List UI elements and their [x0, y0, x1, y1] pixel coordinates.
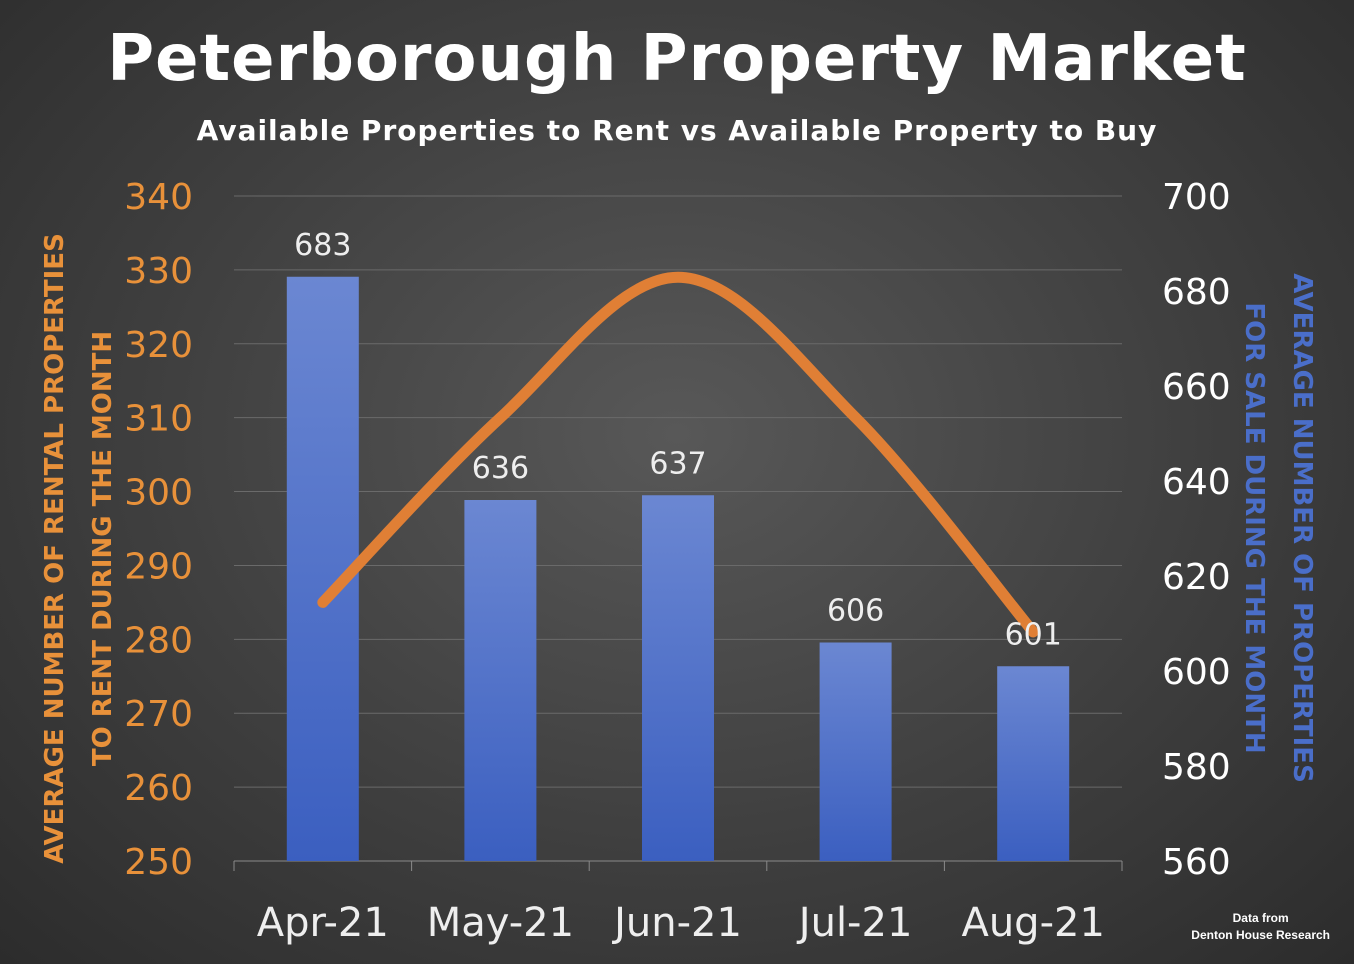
chart-subtitle: Available Properties to Rent vs Availabl… [196, 114, 1158, 147]
x-axis-ticks: Apr-21 May-21 Jun-21 Jul-21 Aug-21 [257, 900, 1105, 946]
bar-aug-21 [997, 666, 1070, 861]
right-tick-label: 580 [1162, 747, 1231, 788]
left-tick-label: 250 [124, 842, 193, 883]
right-tick-label: 700 [1162, 177, 1231, 218]
right-tick-label: 640 [1162, 462, 1231, 503]
left-tick-label: 270 [124, 694, 193, 735]
x-tick-label: May-21 [427, 900, 574, 946]
bar-jul-21 [819, 642, 892, 861]
left-axis-title-line2: TO RENT DURING THE MONTH [88, 331, 118, 766]
x-tick-label: Jun-21 [611, 900, 742, 946]
left-axis-ticks: 250 260 270 280 290 300 310 320 330 340 [124, 177, 193, 883]
left-tick-label: 340 [124, 177, 193, 218]
right-tick-label: 620 [1162, 557, 1231, 598]
left-tick-label: 290 [124, 546, 193, 587]
left-tick-label: 330 [124, 251, 193, 292]
credit-line-1: Data from [1232, 911, 1289, 925]
bar-series-sale [286, 276, 1070, 861]
right-tick-label: 600 [1162, 652, 1231, 693]
bar-jun-21 [642, 495, 714, 861]
credit-line-2: Denton House Research [1191, 928, 1330, 942]
bar-data-label: 683 [294, 228, 351, 263]
x-tick-label: Apr-21 [257, 900, 389, 946]
x-tick-label: Jul-21 [796, 900, 913, 946]
left-axis-title-line1: AVERAGE NUMBER OF RENTAL PROPERTIES [40, 233, 70, 864]
line-series-rent [317, 271, 1039, 638]
left-tick-label: 260 [124, 768, 193, 809]
data-credit: Data from Denton House Research [1191, 910, 1330, 944]
x-tick-label: Aug-21 [961, 900, 1104, 946]
right-axis-title-line2: FOR SALE DURING THE MONTH [1239, 302, 1269, 753]
left-tick-label: 280 [124, 620, 193, 661]
right-tick-label: 660 [1162, 367, 1231, 408]
axis-titles: AVERAGE NUMBER OF RENTAL PROPERTIES TO RE… [40, 233, 1317, 864]
left-tick-label: 300 [124, 473, 193, 514]
bar-data-label: 636 [472, 451, 529, 486]
chart-title: Peterborough Property Market [107, 22, 1247, 96]
left-tick-label: 320 [124, 325, 193, 366]
bar-data-labels: 683 636 637 606 601 [294, 228, 1062, 653]
right-axis-ticks: 560 580 600 620 640 660 680 700 [1162, 177, 1231, 883]
right-tick-label: 560 [1162, 842, 1231, 883]
bar-data-label: 637 [649, 446, 706, 481]
bar-data-label: 606 [827, 594, 884, 629]
left-tick-label: 310 [124, 399, 193, 440]
bar-data-label: 601 [1005, 617, 1062, 652]
right-axis-title-line1: AVERAGE NUMBER OF PROPERTIES [1287, 273, 1317, 783]
right-tick-label: 680 [1162, 272, 1231, 313]
bar-may-21 [464, 500, 537, 861]
